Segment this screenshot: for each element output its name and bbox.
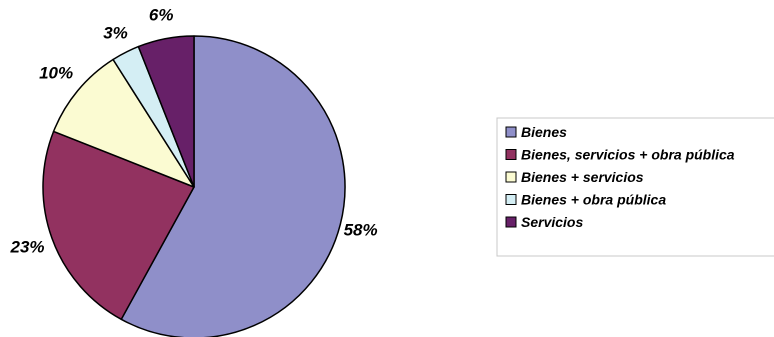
- slice-label-3: 10%: [39, 63, 73, 82]
- pie-slice-1: [120, 35, 346, 337]
- percentage-labels: 58% 23% 10% 3% 6%: [9, 6, 377, 257]
- legend-label-5: Servicios: [521, 214, 583, 230]
- pie-slice-3: [52, 58, 195, 188]
- legend-swatch-5: [505, 216, 517, 228]
- slice-label-2: 23%: [9, 238, 44, 257]
- pie-slices: [42, 35, 346, 337]
- legend-items: Bienes Bienes, servicios + obra pública Bi…: [505, 124, 735, 230]
- legend-swatch-2: [505, 149, 517, 160]
- slice-label-5: 6%: [149, 6, 174, 25]
- legend-swatch-4: [505, 194, 517, 205]
- slice-label-1: 58%: [344, 220, 378, 239]
- legend-label-3: Bienes + servicios: [521, 169, 644, 185]
- legend-box: [496, 117, 774, 257]
- legend-label-2: Bienes, servicios + obra pública: [521, 147, 735, 163]
- legend-label-1: Bienes: [521, 124, 567, 140]
- legend-swatch-1: [505, 126, 517, 138]
- legend-label-4: Bienes + obra pública: [521, 192, 666, 208]
- pie-slice-2: [42, 130, 195, 321]
- legend: Bienes Bienes, servicios + obra pública Bi…: [496, 117, 774, 257]
- legend-swatch-3: [505, 171, 517, 183]
- pie-slice-5: [137, 35, 195, 188]
- slice-label-4: 3%: [103, 23, 128, 42]
